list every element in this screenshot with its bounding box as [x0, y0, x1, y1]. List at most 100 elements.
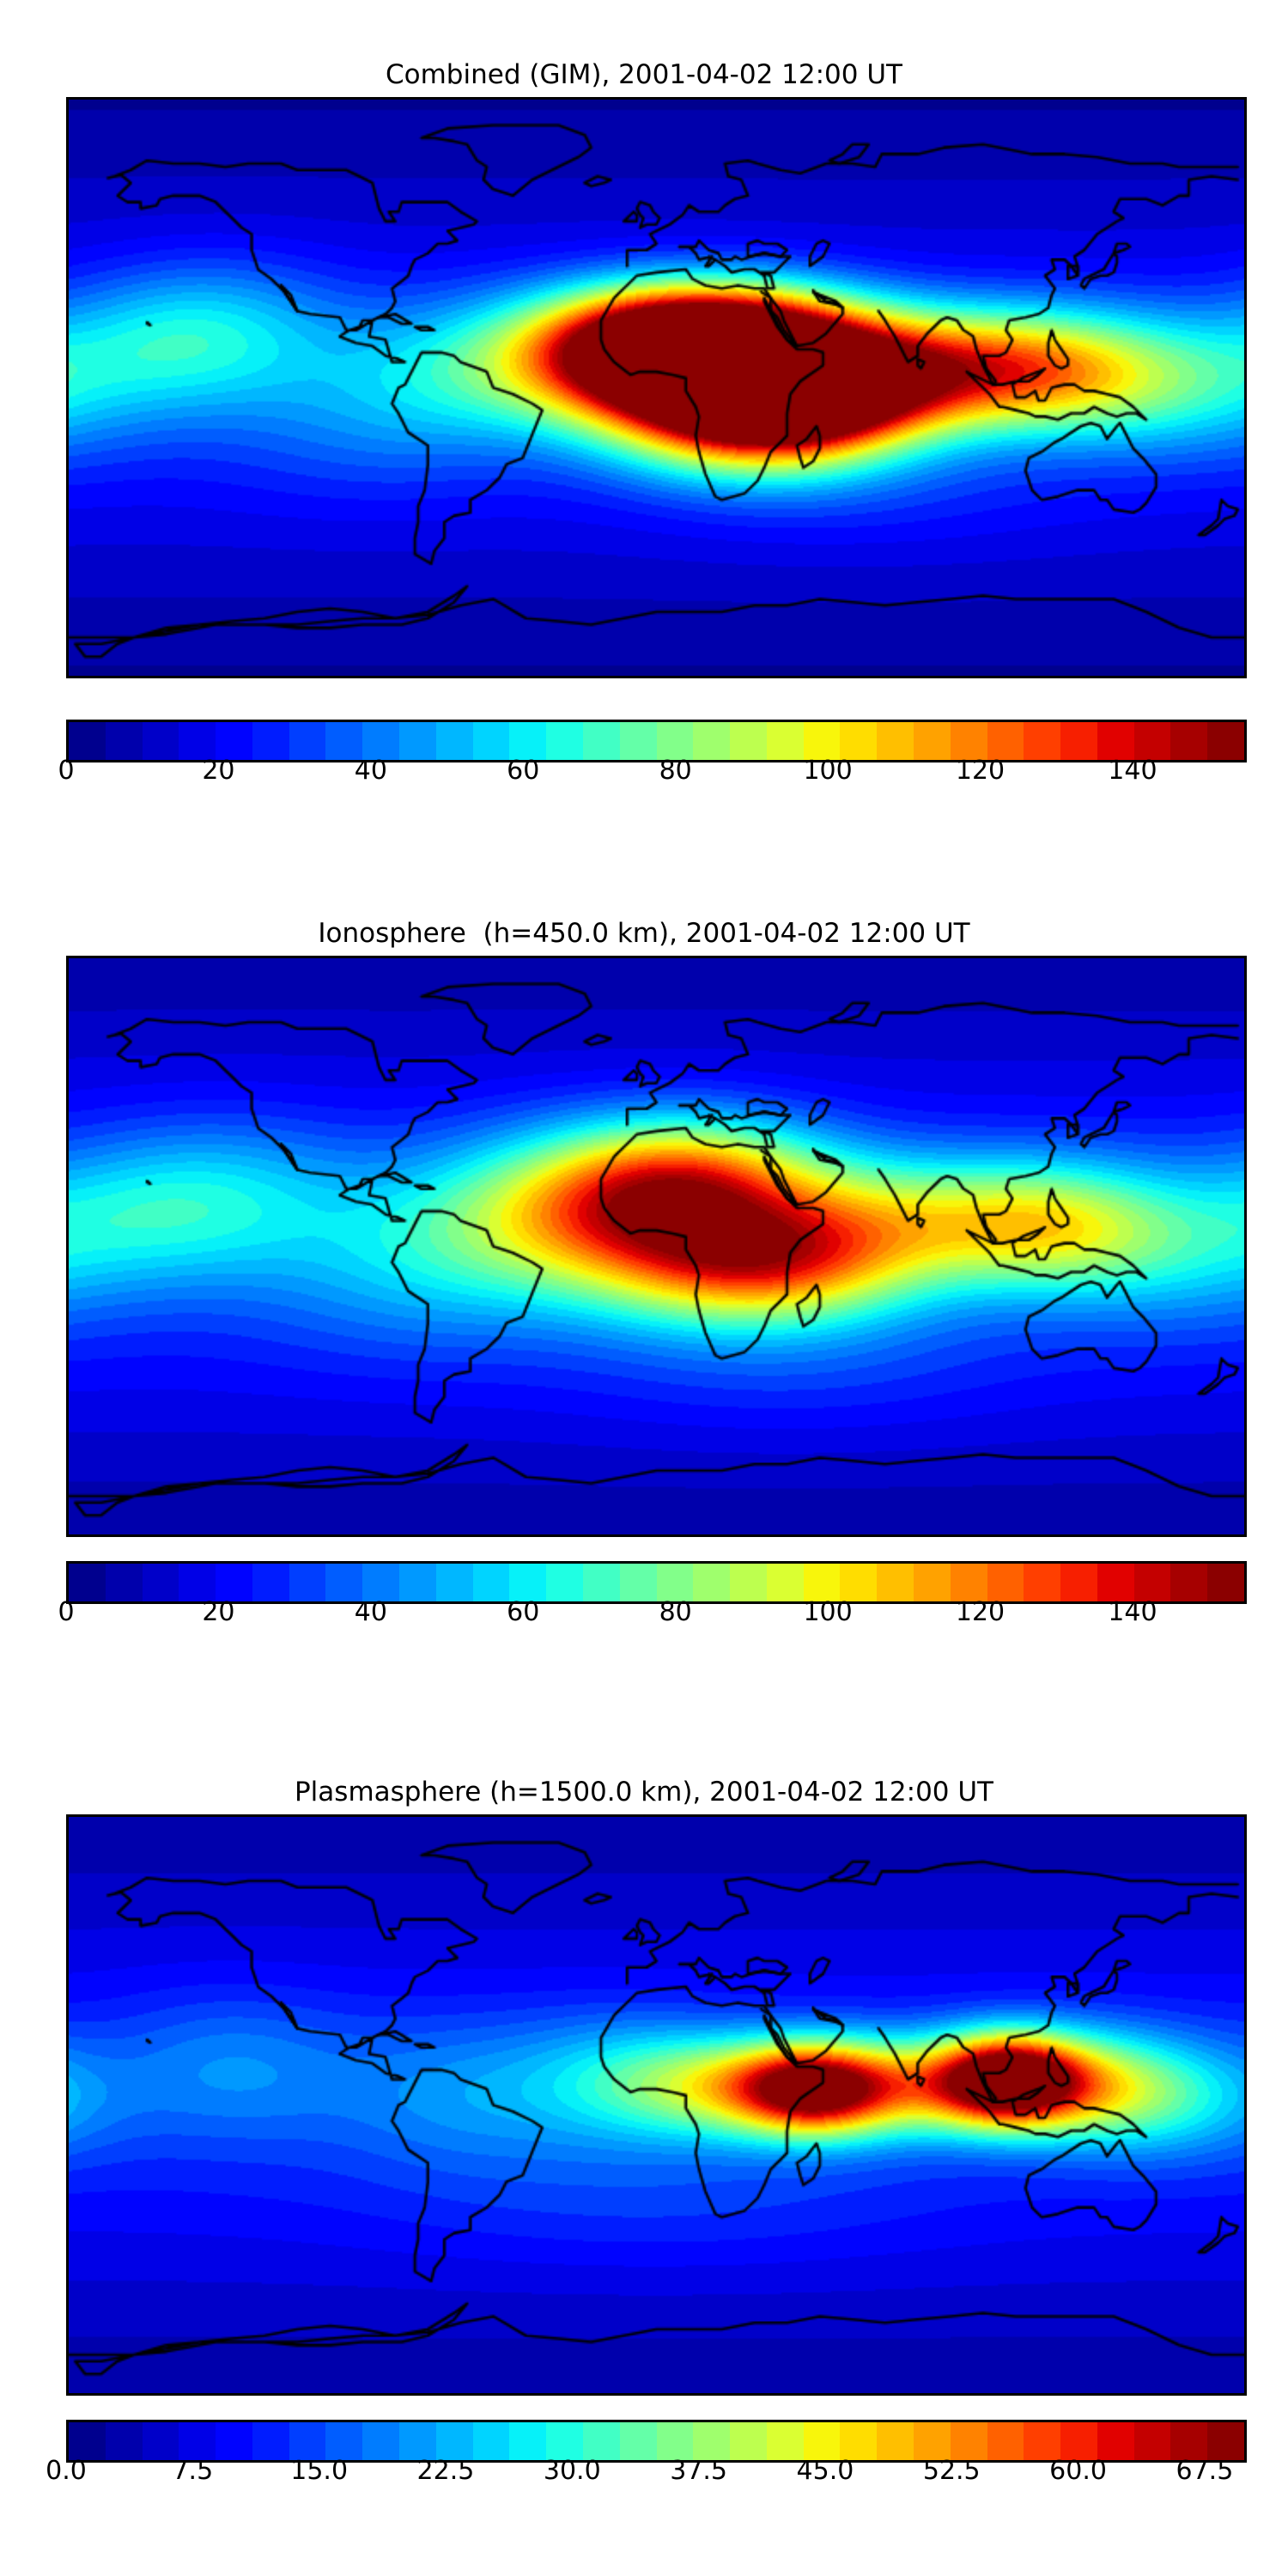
colorbar-band: [693, 2422, 731, 2460]
colorbar-band: [472, 1564, 510, 1601]
panel-title-plasmasphere: Plasmasphere (h=1500.0 km), 2001-04-02 1…: [294, 1777, 993, 1807]
colorbar-ticklabels-ionosphere: 0 20 40 60 80 100 120 140: [58, 1597, 1247, 1631]
colorbar-band: [69, 1564, 106, 1601]
colorbar-tick-label: 120: [955, 1597, 1005, 1627]
colorbar-band: [582, 1564, 620, 1601]
colorbar-band: [1024, 722, 1061, 760]
colorbar-band: [509, 1564, 547, 1601]
colorbar-band: [546, 1564, 583, 1601]
colorbar-band: [179, 2422, 216, 2460]
colorbar-band: [803, 722, 841, 760]
colorbar-band: [1133, 722, 1171, 760]
colorbar-band: [1170, 1564, 1208, 1601]
map-plasmasphere: [66, 1814, 1247, 2396]
colorbar-band: [656, 1564, 694, 1601]
colorbar-band: [252, 722, 289, 760]
colorbar-tick-label: 45.0: [796, 2456, 854, 2486]
colorbar-combined-gim: [66, 720, 1247, 762]
panel-title-ionosphere: Ionosphere (h=450.0 km), 2001-04-02 12:0…: [318, 918, 970, 949]
colorbar-band: [1060, 1564, 1097, 1601]
map-canvas-combined-gim: [69, 100, 1244, 676]
colorbar-band: [913, 2422, 951, 2460]
colorbar-band: [1207, 1564, 1244, 1601]
colorbar-band: [877, 2422, 914, 2460]
colorbar-ticklabels-plasmasphere: 0.0 7.5 15.0 22.5 30.0 37.5 45.0 52.5 60.0 67.5: [46, 2456, 1247, 2490]
colorbar-band: [399, 2422, 436, 2460]
colorbar-tick-label: 80: [659, 756, 692, 786]
colorbar-ionosphere: [66, 1561, 1247, 1604]
colorbar-band: [693, 1564, 731, 1601]
colorbar-tick-label: 120: [955, 756, 1005, 786]
colorbar-band: [877, 722, 914, 760]
colorbar-band: [142, 1564, 179, 1601]
colorbar-band: [730, 1564, 767, 1601]
colorbar-band: [766, 2422, 804, 2460]
map-ionosphere: [66, 956, 1247, 1537]
colorbar-band: [509, 2422, 547, 2460]
colorbar-band: [399, 1564, 436, 1601]
colorbar-band: [362, 2422, 400, 2460]
colorbar-band: [1097, 722, 1134, 760]
colorbar-band: [179, 722, 216, 760]
colorbar-ticklabels-combined-gim: 0 20 40 60 80 100 120 140: [58, 756, 1247, 790]
colorbar-band: [216, 1564, 252, 1601]
colorbar-band: [987, 1564, 1024, 1601]
colorbar-gradient: [69, 2422, 1244, 2460]
colorbar-gradient: [69, 722, 1244, 760]
colorbar-band: [987, 722, 1024, 760]
colorbar-band: [913, 722, 951, 760]
colorbar-band: [656, 722, 694, 760]
colorbar-band: [362, 1564, 400, 1601]
colorbar-band: [105, 722, 143, 760]
colorbar-band: [840, 1564, 878, 1601]
colorbar-tick-label: 80: [659, 1597, 692, 1627]
colorbar-band: [656, 2422, 694, 2460]
colorbar-tick-label: 60: [507, 756, 540, 786]
colorbar-band: [1133, 1564, 1171, 1601]
colorbar-plasmasphere: [66, 2420, 1247, 2463]
colorbar-band: [252, 2422, 289, 2460]
colorbar-band: [950, 722, 987, 760]
colorbar-band: [913, 1564, 951, 1601]
colorbar-band: [289, 722, 326, 760]
colorbar-band: [105, 2422, 143, 2460]
colorbar-tick-label: 60: [507, 1597, 540, 1627]
colorbar-band: [362, 722, 400, 760]
colorbar-band: [509, 722, 547, 760]
colorbar-band: [1207, 2422, 1244, 2460]
colorbar-band: [325, 2422, 363, 2460]
colorbar-band: [950, 1564, 987, 1601]
colorbar-tick-label: 100: [803, 756, 853, 786]
map-canvas-plasmasphere: [69, 1817, 1244, 2393]
colorbar-band: [435, 1564, 473, 1601]
colorbar-band: [69, 722, 106, 760]
colorbar-band: [546, 2422, 583, 2460]
colorbar-tick-label: 30.0: [543, 2456, 601, 2486]
colorbar-band: [252, 1564, 289, 1601]
colorbar-band: [693, 722, 731, 760]
panel-title-combined-gim: Combined (GIM), 2001-04-02 12:00 UT: [386, 59, 902, 90]
colorbar-band: [472, 2422, 510, 2460]
colorbar-tick-label: 140: [1108, 1597, 1157, 1627]
colorbar-tick-label: 52.5: [922, 2456, 981, 2486]
colorbar-band: [840, 722, 878, 760]
colorbar-tick-label: 40: [354, 1597, 387, 1627]
colorbar-band: [325, 1564, 363, 1601]
colorbar-band: [1133, 2422, 1171, 2460]
colorbar-band: [546, 722, 583, 760]
colorbar-band: [1170, 2422, 1208, 2460]
colorbar-gradient: [69, 1564, 1244, 1601]
colorbar-band: [69, 2422, 106, 2460]
colorbar-band: [1097, 1564, 1134, 1601]
colorbar-band: [1060, 2422, 1097, 2460]
colorbar-band: [730, 2422, 767, 2460]
colorbar-band: [1097, 2422, 1134, 2460]
colorbar-band: [582, 2422, 620, 2460]
colorbar-band: [216, 722, 252, 760]
colorbar-tick-label: 60.0: [1049, 2456, 1107, 2486]
colorbar-tick-label: 15.0: [290, 2456, 349, 2486]
colorbar-band: [619, 2422, 657, 2460]
colorbar-band: [289, 2422, 326, 2460]
colorbar-band: [1024, 2422, 1061, 2460]
